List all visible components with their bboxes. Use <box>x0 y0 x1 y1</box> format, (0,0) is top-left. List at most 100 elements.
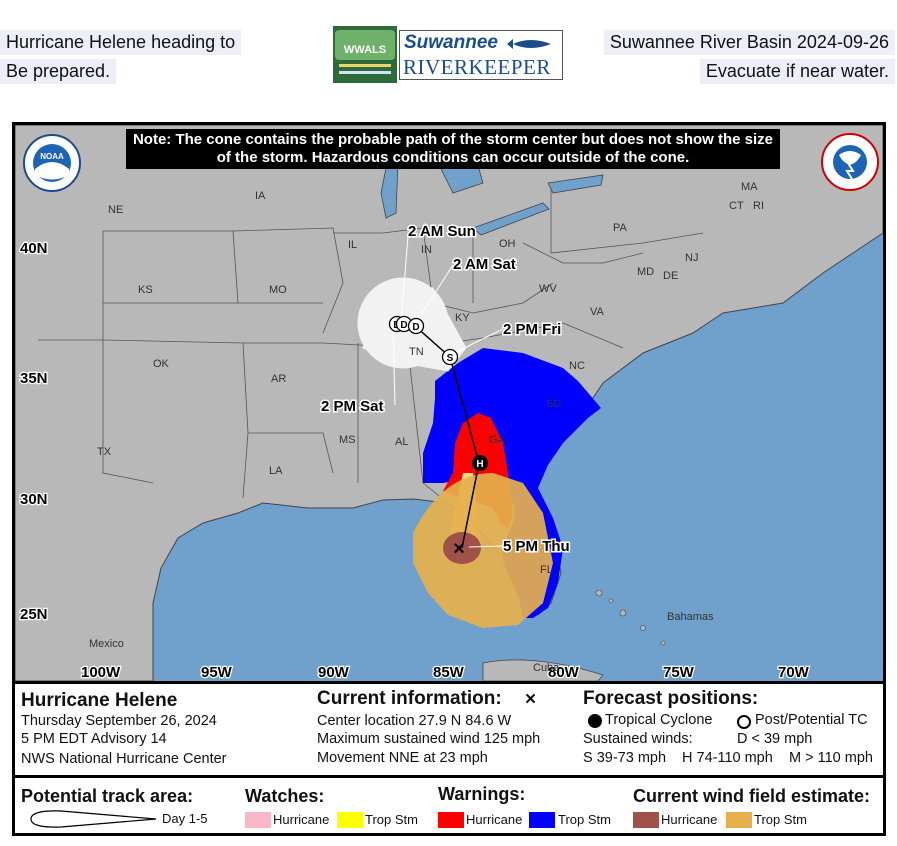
h-definition: H 74-110 mph <box>682 750 773 766</box>
lon-75w: 75W <box>663 664 695 681</box>
post-tc-ring-icon <box>737 715 751 729</box>
ts-warning-label: Trop Stm <box>558 812 611 827</box>
state-ne: NE <box>108 204 123 216</box>
forecast-title: Forecast positions: <box>583 688 759 709</box>
storm-date: Thursday September 26, 2024 <box>21 713 217 729</box>
hurricane-warning-swatch <box>438 812 464 828</box>
ts-watch-label: Trop Stm <box>365 812 418 827</box>
header-right-line1: Suwannee River Basin 2024-09-26 <box>603 30 895 55</box>
position-s-fri: S <box>441 348 459 366</box>
state-ks: KS <box>138 284 153 296</box>
hurricane-watch-label: Hurricane <box>273 812 330 827</box>
tc-dot-icon <box>588 714 602 728</box>
state-va: VA <box>590 306 605 318</box>
label-2pm-fri: 2 PM Fri <box>503 321 561 338</box>
lon-80w: 80W <box>548 664 580 681</box>
state-ms: MS <box>339 434 356 446</box>
current-position-marker: × <box>453 538 465 560</box>
forecast-map: D D D S H × 2 AM Sun 2 AM Sat 2 PM Fri 2… <box>12 122 886 684</box>
wwals-text: WWALS <box>343 44 387 56</box>
state-in: IN <box>421 244 432 256</box>
movement: Movement NNE at 23 mph <box>317 750 488 766</box>
storm-name: Hurricane Helene <box>21 690 178 711</box>
legend-divider <box>15 775 883 778</box>
logo-riverkeeper: RIVERKEEPER <box>403 55 551 79</box>
lat-40n: 40N <box>20 240 48 257</box>
lat-30n: 30N <box>20 491 48 508</box>
lon-70w: 70W <box>778 664 810 681</box>
cuba <box>482 659 604 681</box>
track-area-icon <box>30 810 157 828</box>
fish-icon <box>507 39 551 49</box>
warnings-title: Warnings: <box>438 784 526 804</box>
label-2am-sun: 2 AM Sun <box>408 223 476 240</box>
lon-85w: 85W <box>433 664 465 681</box>
center-location: Center location 27.9 N 84.6 W <box>317 713 512 729</box>
state-ia: IA <box>255 190 266 202</box>
state-al: AL <box>395 436 408 448</box>
state-ga: GA <box>489 434 506 446</box>
tc-label: Tropical Cyclone <box>605 712 713 728</box>
lon-100w: 100W <box>81 664 121 681</box>
riverkeeper-logo: WWALS Suwannee RIVERKEEPER <box>333 26 563 83</box>
header-right-line2: Evacuate if near water. <box>699 59 895 84</box>
svg-text:D: D <box>400 320 407 331</box>
state-nj: NJ <box>685 252 698 264</box>
nhc-center: NWS National Hurricane Center <box>21 751 227 767</box>
header-left-line1: Hurricane Helene heading to <box>0 30 242 55</box>
current-info-title: Current information: <box>317 688 502 709</box>
state-ct: CT <box>729 200 744 212</box>
hurricane-watch-swatch <box>245 812 271 828</box>
state-ok: OK <box>153 358 170 370</box>
lon-90w: 90W <box>318 664 350 681</box>
label-2am-sat: 2 AM Sat <box>453 256 516 273</box>
state-ri: RI <box>753 200 764 212</box>
state-nc: NC <box>569 360 585 372</box>
state-ar: AR <box>271 373 286 385</box>
leader-lines <box>392 235 504 548</box>
svg-text:S: S <box>447 353 454 364</box>
place-cuba: Cuba <box>533 662 560 674</box>
position-h-current: H <box>472 455 488 471</box>
legend-panel: Hurricane Helene Thursday September 26, … <box>12 681 886 836</box>
ts-watch-swatch <box>337 812 363 828</box>
state-oh: OH <box>499 238 516 250</box>
state-sc: SC <box>546 398 561 410</box>
bahamas-islands <box>595 589 666 646</box>
track-area-title: Potential track area: <box>21 786 194 806</box>
lat-35n: 35N <box>20 370 48 387</box>
hurricane-wind-swatch <box>633 812 659 828</box>
advisory: 5 PM EDT Advisory 14 <box>21 731 167 747</box>
lat-25n: 25N <box>20 606 48 623</box>
header-left-line2: Be prepared. <box>0 59 117 84</box>
state-de: DE <box>663 270 678 282</box>
s-definition: S 39-73 mph <box>583 750 667 766</box>
ts-wind-label: Trop Stm <box>754 812 807 827</box>
day-range: Day 1-5 <box>162 811 208 826</box>
ts-warning-swatch <box>529 812 555 828</box>
post-tc-label: Post/Potential TC <box>755 712 868 728</box>
place-mexico: Mexico <box>89 638 124 650</box>
hurricane-warning-label: Hurricane <box>466 812 523 827</box>
position-d-sat: D <box>407 317 425 335</box>
state-md: MD <box>637 266 654 278</box>
lon-95w: 95W <box>201 664 233 681</box>
noaa-logo-icon: NOAA <box>23 134 81 192</box>
state-la: LA <box>269 465 283 477</box>
svg-text:H: H <box>476 459 483 470</box>
state-pa: PA <box>613 222 628 234</box>
place-bahamas: Bahamas <box>667 611 714 623</box>
wwals-badge: WWALS <box>333 26 397 83</box>
svg-text:D: D <box>412 322 419 333</box>
wind-field-title: Current wind field estimate: <box>633 786 871 806</box>
hurricane-wind-label: Hurricane <box>661 812 718 827</box>
d-definition: D < 39 mph <box>737 731 813 747</box>
logo-suwannee: Suwannee <box>404 32 498 53</box>
ts-wind-swatch <box>726 812 752 828</box>
state-ma: MA <box>741 181 758 193</box>
sustained-label: Sustained winds: <box>583 731 693 747</box>
state-tn: TN <box>409 346 424 358</box>
map-graphic: D D D S H × 2 AM Sun 2 AM Sat 2 PM Fri 2… <box>15 125 883 681</box>
state-ky: KY <box>455 312 470 324</box>
label-2pm-sat: 2 PM Sat <box>321 398 384 415</box>
